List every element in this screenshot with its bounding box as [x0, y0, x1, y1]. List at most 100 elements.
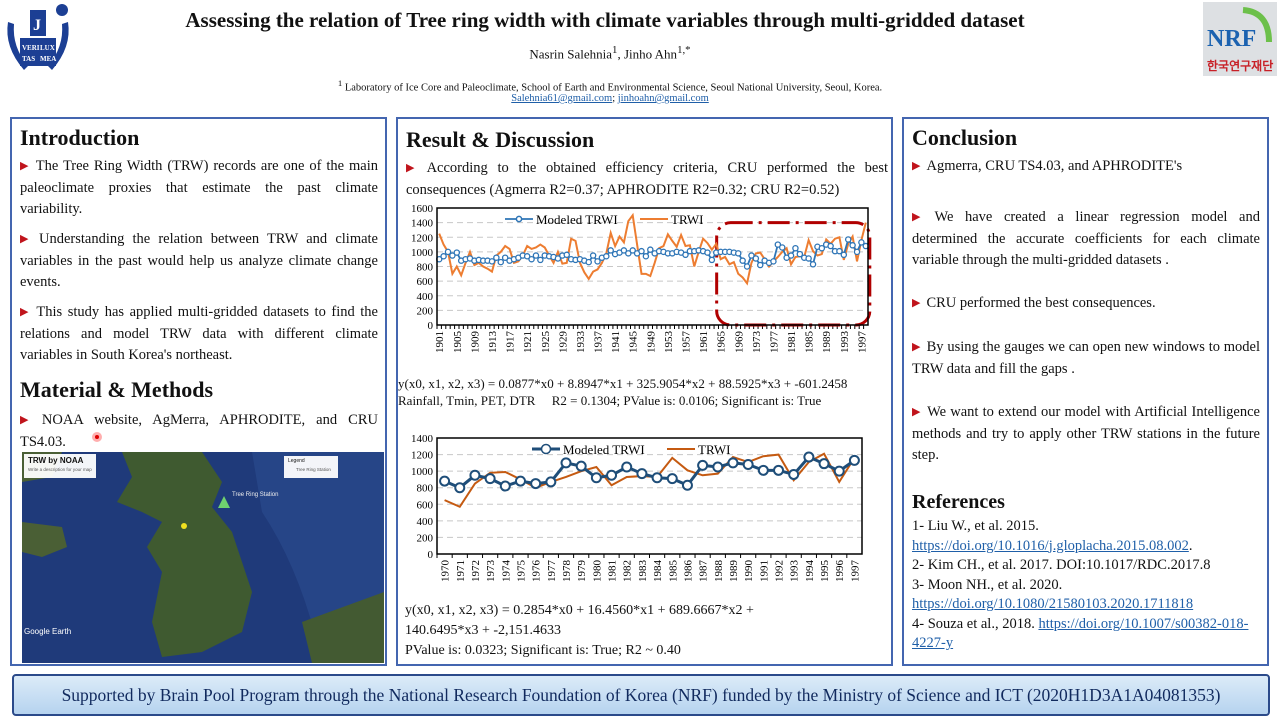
modeled-point [681, 479, 693, 491]
svg-text:한국연구재단: 한국연구재단 [1207, 58, 1273, 73]
affiliation: 1 Laboratory of Ice Core and Paleoclimat… [0, 78, 1220, 94]
author-2-sup: 1,* [677, 44, 691, 56]
modeled-point [514, 475, 526, 487]
reference-text: 3- Moon NH., et al. 2020. [912, 576, 1063, 593]
svg-text:LUX: LUX [40, 44, 55, 52]
plot-border [436, 437, 863, 555]
station-label: Tree Ring Station [232, 492, 279, 498]
email-link-1[interactable]: Salehnia61@gmail.com [511, 93, 613, 104]
intro-heading: Introduction [20, 125, 140, 150]
x-tick-label: 1997 [849, 560, 861, 583]
x-tick-label: 1945 [628, 331, 640, 354]
modeled-point [697, 459, 709, 471]
reference-4: 4- Souza et al., 2018. https://doi.org/1… [912, 615, 1262, 654]
nrf-logo: NRF 한국연구재단 [1203, 2, 1277, 76]
x-tick-label: 1985 [667, 560, 679, 583]
x-tick-label: 1991 [758, 560, 770, 582]
modeled-point [537, 256, 544, 264]
reference-1: 1- Liu W., et al. 2015. https://doi.org/1… [912, 517, 1262, 556]
x-tick-label: 1977 [768, 331, 780, 354]
chart-trwi-1901-1998: 0 200 400 600 800 1000 1200 1400 1600 1901 1905 190… [411, 203, 872, 354]
modeled-point [528, 255, 535, 263]
x-tick-label: 1929 [557, 331, 569, 354]
modeled-point [444, 248, 452, 256]
conclusion-bullet: ▶ By using the gauges we can open new win… [912, 337, 1260, 380]
bullet-triangle-icon: ▶ [912, 160, 921, 172]
x-tick-label: 1921 [522, 331, 534, 353]
y-tick-label: 1400 [411, 433, 434, 445]
x-tick-label: 1990 [743, 560, 755, 583]
bullet-triangle-icon: ▶ [912, 341, 921, 353]
modeled-point [809, 261, 817, 268]
x-tick-label: 1993 [789, 560, 801, 583]
university-logo: VERI LUX TAS MEA J [2, 2, 74, 76]
x-tick-label: 1985 [804, 331, 816, 354]
modeled-point [818, 244, 826, 252]
modeled-point [704, 249, 711, 256]
legend-modeled-label: Modeled TRWI [563, 442, 645, 457]
reference-link[interactable]: https://doi.org/10.1016/j.gloplacha.2015… [912, 537, 1189, 554]
y-tick-label: 800 [417, 262, 434, 274]
modeled-point [620, 247, 628, 254]
x-tick-label: 1909 [469, 331, 481, 354]
google-earth-brand: Google Earth [24, 627, 72, 636]
modeled-point [739, 257, 746, 264]
reference-link[interactable]: https://doi.org/10.1007/s00382-018-4227-… [912, 615, 1249, 652]
results-heading: Result & Discussion [406, 127, 595, 152]
modeled-point [682, 251, 689, 259]
modeled-point [788, 468, 800, 480]
y-tick-label: 400 [417, 291, 434, 303]
modeled-point [708, 256, 716, 264]
x-tick-label: 1992 [774, 560, 786, 582]
reference-2: 2- Kim CH., et al. 2017. DOI:10.1017/RDC… [912, 557, 1211, 573]
affil-text: Laboratory of Ice Core and Paleoclimate,… [342, 82, 883, 94]
equation-1: y(x0, x1, x2, x3) = 0.0877*x0 + 8.8947*x… [398, 376, 848, 391]
modeled-point [735, 250, 742, 257]
x-tick-label: 1976 [531, 560, 543, 583]
x-tick-label: 1949 [645, 331, 657, 354]
modeled-point [748, 252, 755, 259]
modeled-point [787, 252, 795, 259]
bullet-text: According to the obtained efficiency cri… [406, 160, 888, 198]
modeled-point [530, 478, 542, 490]
author-1: Nasrin Salehnia [529, 46, 613, 62]
bullet-triangle-icon: ▶ [912, 297, 921, 309]
emails: Salehnia61@gmail.com; jinhoahn@gmail.com [0, 93, 1220, 104]
map-legend-item: Tree Ring Station [296, 467, 331, 472]
x-tick-label: 1981 [786, 331, 798, 353]
x-tick-label: 1984 [652, 560, 664, 583]
cursor-indicator [92, 432, 102, 442]
modeled-point [621, 461, 633, 473]
y-tick-label: 1000 [411, 466, 434, 478]
x-tick-label: 1973 [485, 560, 497, 583]
modeled-point [532, 252, 540, 259]
references-list: 1- Liu W., et al. 2015. https://doi.org/1… [912, 517, 1262, 654]
y-tick-label: 600 [417, 499, 434, 511]
bullet-text: We have created a linear regression mode… [912, 209, 1260, 268]
map-subtitle: Write a description for your map [28, 467, 92, 472]
modeled-point [560, 457, 572, 469]
modeled-point [484, 473, 496, 485]
svg-text:MEA: MEA [40, 55, 56, 63]
x-tick-label: 1989 [728, 560, 740, 583]
right-panel: Conclusion ▶ Agmerra, CRU TS4.03, and APH… [902, 117, 1269, 666]
modeled-point [625, 250, 632, 257]
y-tick-label: 0 [428, 320, 434, 332]
modeled-point [778, 244, 786, 251]
modeled-point [469, 469, 481, 481]
modeled-point [844, 236, 852, 243]
x-tick-label: 1977 [546, 560, 558, 583]
email-link-2[interactable]: jinhoahn@gmail.com [617, 93, 709, 104]
bullet-text: This study has applied multi-gridded dat… [20, 304, 378, 363]
reference-link[interactable]: https://doi.org/10.1080/21580103.2020.17… [912, 596, 1194, 612]
svg-text:TAS: TAS [22, 55, 35, 63]
modeled-point [493, 254, 500, 261]
station-marker-icon [218, 496, 230, 508]
x-tick-label: 1988 [713, 560, 725, 583]
modeled-point [773, 464, 785, 476]
modeled-point [603, 253, 610, 260]
x-tick-label: 1913 [487, 331, 499, 354]
x-tick-label: 1993 [839, 331, 851, 354]
bullet-triangle-icon: ▶ [20, 414, 36, 426]
email-sep: ; [612, 93, 618, 104]
